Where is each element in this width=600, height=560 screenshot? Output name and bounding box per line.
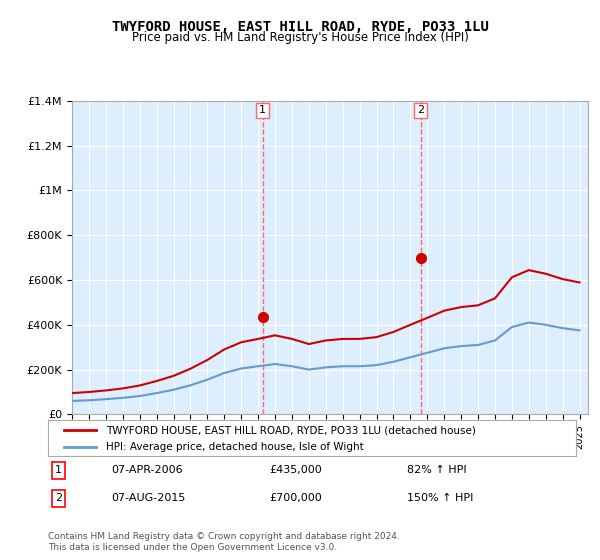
Text: Price paid vs. HM Land Registry's House Price Index (HPI): Price paid vs. HM Land Registry's House … <box>131 31 469 44</box>
Text: 1: 1 <box>259 105 266 115</box>
Text: £435,000: £435,000 <box>270 465 323 475</box>
Text: £700,000: £700,000 <box>270 493 323 503</box>
Text: 07-APR-2006: 07-APR-2006 <box>112 465 183 475</box>
Text: 82% ↑ HPI: 82% ↑ HPI <box>407 465 467 475</box>
Text: TWYFORD HOUSE, EAST HILL ROAD, RYDE, PO33 1LU (detached house): TWYFORD HOUSE, EAST HILL ROAD, RYDE, PO3… <box>106 425 476 435</box>
Text: 150% ↑ HPI: 150% ↑ HPI <box>407 493 473 503</box>
Text: 2: 2 <box>417 105 424 115</box>
Text: TWYFORD HOUSE, EAST HILL ROAD, RYDE, PO33 1LU: TWYFORD HOUSE, EAST HILL ROAD, RYDE, PO3… <box>112 20 488 34</box>
Text: 07-AUG-2015: 07-AUG-2015 <box>112 493 186 503</box>
Text: Contains HM Land Registry data © Crown copyright and database right 2024.
This d: Contains HM Land Registry data © Crown c… <box>48 532 400 552</box>
Text: 1: 1 <box>55 465 62 475</box>
Text: HPI: Average price, detached house, Isle of Wight: HPI: Average price, detached house, Isle… <box>106 442 364 452</box>
Text: 2: 2 <box>55 493 62 503</box>
